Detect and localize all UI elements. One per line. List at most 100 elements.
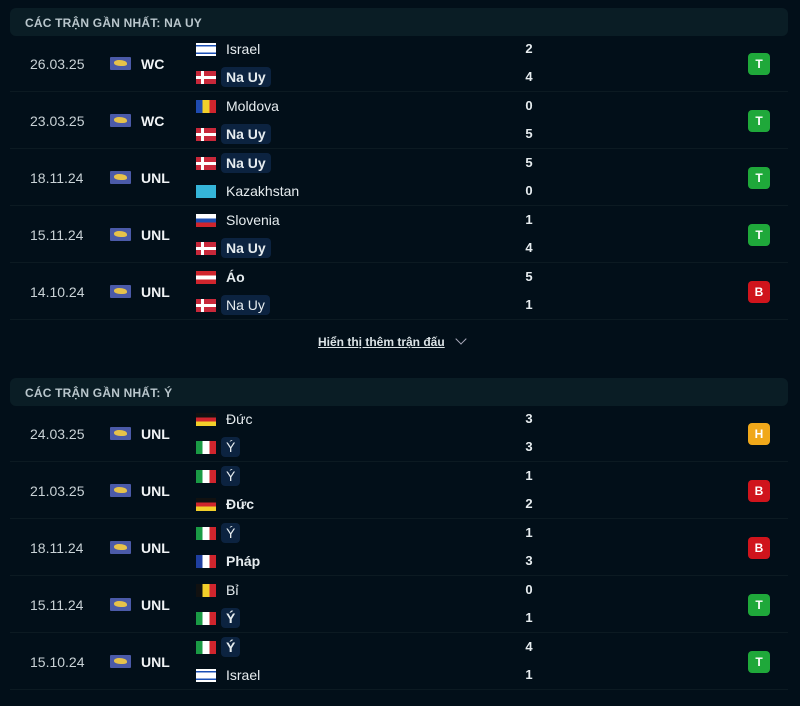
result-badge: T <box>748 167 770 189</box>
home-team[interactable]: Ý <box>196 465 241 487</box>
result-badge: H <box>748 423 770 445</box>
competition-name: UNL <box>141 284 170 300</box>
il-flag-icon <box>196 42 216 56</box>
home-team[interactable]: Áo <box>196 266 250 288</box>
no-flag-icon <box>196 241 216 255</box>
away-score: 1 <box>525 610 533 625</box>
home-score: 0 <box>525 582 533 597</box>
competition-icon <box>110 57 131 70</box>
competition-name: WC <box>141 56 165 72</box>
home-score: 0 <box>525 98 533 113</box>
result-badge: B <box>748 537 770 559</box>
match-row[interactable]: 15.11.24 UNL Slovenia 1 Na Uy 4 T <box>10 206 788 263</box>
competition-name: UNL <box>141 426 170 442</box>
team-name: Na Uy <box>221 124 271 144</box>
team-name: Ý <box>221 608 241 628</box>
competition-name: UNL <box>141 540 170 556</box>
team-name: Áo <box>226 269 245 285</box>
show-more-link[interactable]: Hiển thị thêm trận đấu <box>318 333 467 349</box>
team-name: Ý <box>221 523 241 543</box>
away-team[interactable]: Na Uy <box>196 237 271 259</box>
match-date: 14.10.24 <box>30 284 85 300</box>
home-score: 5 <box>525 269 533 284</box>
away-score: 4 <box>525 69 533 84</box>
il-flag-icon <box>196 668 216 682</box>
home-team[interactable]: Israel <box>196 38 265 60</box>
team-name: Israel <box>226 41 261 57</box>
match-row[interactable]: 21.03.25 UNL Ý 1 Đức 2 B <box>10 462 788 519</box>
chevron-down-icon <box>455 333 467 345</box>
away-team[interactable]: Đức <box>196 493 259 515</box>
match-row[interactable]: 24.03.25 UNL Đức 3 Ý 3 H <box>10 405 788 462</box>
si-flag-icon <box>196 213 216 227</box>
competition-icon <box>110 427 131 440</box>
competition-icon <box>110 484 131 497</box>
match-date: 18.11.24 <box>30 540 84 556</box>
away-team[interactable]: Pháp <box>196 550 265 572</box>
at-flag-icon <box>196 270 216 284</box>
match-row[interactable]: 18.11.24 UNL Na Uy 5 Kazakhstan 0 T <box>10 149 788 206</box>
home-team[interactable]: Na Uy <box>196 152 271 174</box>
de-flag-icon <box>196 497 216 511</box>
away-team[interactable]: Ý <box>196 436 241 458</box>
competition-icon <box>110 228 131 241</box>
competition-name: WC <box>141 113 165 129</box>
team-name: Na Uy <box>221 153 271 173</box>
team-name: Israel <box>226 667 261 683</box>
away-score: 2 <box>525 496 533 511</box>
away-team[interactable]: Na Uy <box>196 66 271 88</box>
de-flag-icon <box>196 412 216 426</box>
competition-icon <box>110 655 131 668</box>
home-score: 2 <box>525 41 533 56</box>
competition-icon <box>110 285 131 298</box>
away-score: 4 <box>525 240 533 255</box>
competition-name: UNL <box>141 597 170 613</box>
home-team[interactable]: Đức <box>196 408 257 430</box>
match-row[interactable]: 18.11.24 UNL Ý 1 Pháp 3 B <box>10 519 788 576</box>
show-more-label: Hiển thị thêm trận đấu <box>318 335 445 349</box>
match-row[interactable]: 14.10.24 UNL Áo 5 Na Uy 1 B <box>10 263 788 320</box>
home-team[interactable]: Ý <box>196 636 241 658</box>
home-score: 5 <box>525 155 533 170</box>
match-date: 15.10.24 <box>30 654 85 670</box>
away-team[interactable]: Israel <box>196 664 265 686</box>
home-score: 1 <box>525 468 533 483</box>
result-badge: T <box>748 594 770 616</box>
no-flag-icon <box>196 156 216 170</box>
match-date: 26.03.25 <box>30 56 85 72</box>
no-flag-icon <box>196 298 216 312</box>
away-score: 1 <box>525 297 533 312</box>
fr-flag-icon <box>196 554 216 568</box>
it-flag-icon <box>196 611 216 625</box>
away-team[interactable]: Kazakhstan <box>196 180 304 202</box>
home-team[interactable]: Bỉ <box>196 579 243 601</box>
match-row[interactable]: 15.11.24 UNL Bỉ 0 Ý 1 T <box>10 576 788 633</box>
team-name: Pháp <box>226 553 261 569</box>
home-team[interactable]: Ý <box>196 522 241 544</box>
match-row[interactable]: 23.03.25 WC Moldova 0 Na Uy 5 T <box>10 92 788 149</box>
it-flag-icon <box>196 640 216 654</box>
match-row[interactable]: 26.03.25 WC Israel 2 Na Uy 4 T <box>10 35 788 92</box>
home-team[interactable]: Moldova <box>196 95 284 117</box>
away-team[interactable]: Na Uy <box>196 123 271 145</box>
home-team[interactable]: Slovenia <box>196 209 285 231</box>
no-flag-icon <box>196 127 216 141</box>
kz-flag-icon <box>196 184 216 198</box>
away-score: 3 <box>525 553 533 568</box>
away-team[interactable]: Ý <box>196 607 241 629</box>
competition-name: UNL <box>141 654 170 670</box>
away-team[interactable]: Na Uy <box>196 294 270 316</box>
md-flag-icon <box>196 99 216 113</box>
competition-name: UNL <box>141 170 170 186</box>
home-score: 1 <box>525 212 533 227</box>
team-name: Na Uy <box>221 295 270 315</box>
home-score: 4 <box>525 639 533 654</box>
competition-icon <box>110 541 131 554</box>
team-name: Bỉ <box>226 582 239 598</box>
match-row[interactable]: 15.10.24 UNL Ý 4 Israel 1 T <box>10 633 788 690</box>
home-score: 1 <box>525 525 533 540</box>
it-flag-icon <box>196 526 216 540</box>
team-name: Đức <box>226 496 255 512</box>
team-name: Na Uy <box>221 238 271 258</box>
match-date: 23.03.25 <box>30 113 85 129</box>
